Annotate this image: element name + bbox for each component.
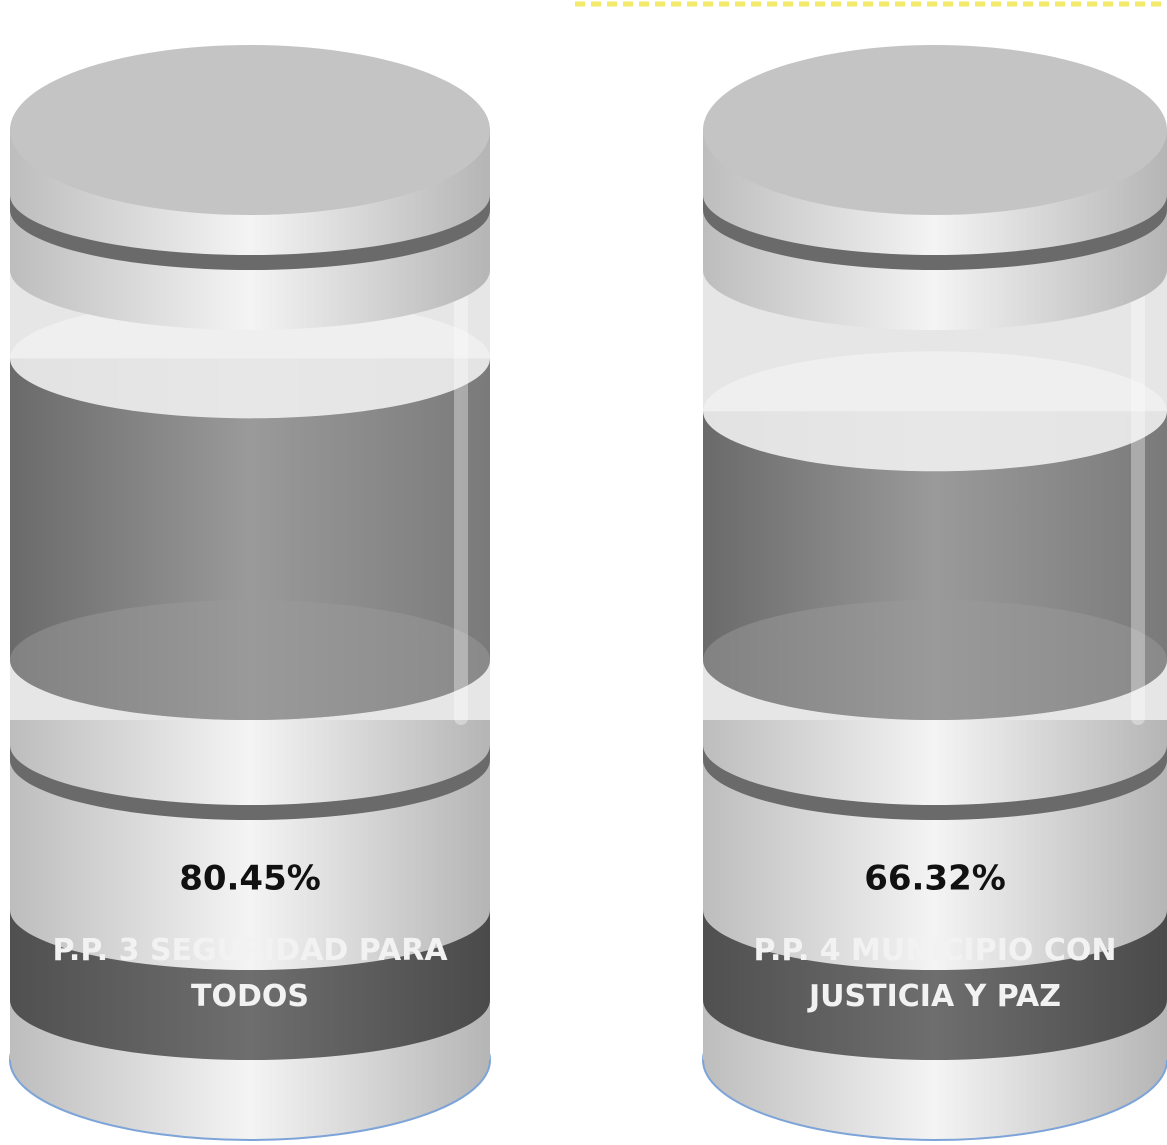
value-label: 80.45% (179, 859, 321, 899)
glass-bottom (703, 600, 1167, 720)
stripe (10, 195, 490, 270)
category-label-box: P.P. 3 SEGURIDAD PARA TODOS (52, 933, 448, 1014)
category-label-box: P.P. 4 MUNICIPIO CON JUSTICIA Y PAZ (753, 933, 1117, 1014)
liquid-surface (703, 351, 1167, 472)
cap-top (10, 45, 490, 215)
highlight (1131, 280, 1145, 725)
cylinders: 80.45% P.P. 3 SEGURIDAD PARA TODOS 66.32% P… (9, 45, 1167, 1141)
stripe (703, 195, 1167, 270)
stripe (10, 745, 490, 820)
value-label: 66.32% (864, 859, 1006, 899)
category-label: P.P. 3 SEGURIDAD PARA TODOS (52, 933, 448, 1014)
cylinder: 80.45% P.P. 3 SEGURIDAD PARA TODOS (9, 45, 491, 1141)
highlight (454, 280, 468, 725)
cylinder: 66.32% P.P. 4 MUNICIPIO CON JUSTICIA Y PA… (702, 45, 1167, 1141)
category-label: P.P. 4 MUNICIPIO CON JUSTICIA Y PAZ (753, 933, 1117, 1014)
glass-bottom (10, 600, 490, 720)
stripe (703, 745, 1167, 820)
cap-top (703, 45, 1167, 215)
liquid-surface (10, 298, 490, 419)
